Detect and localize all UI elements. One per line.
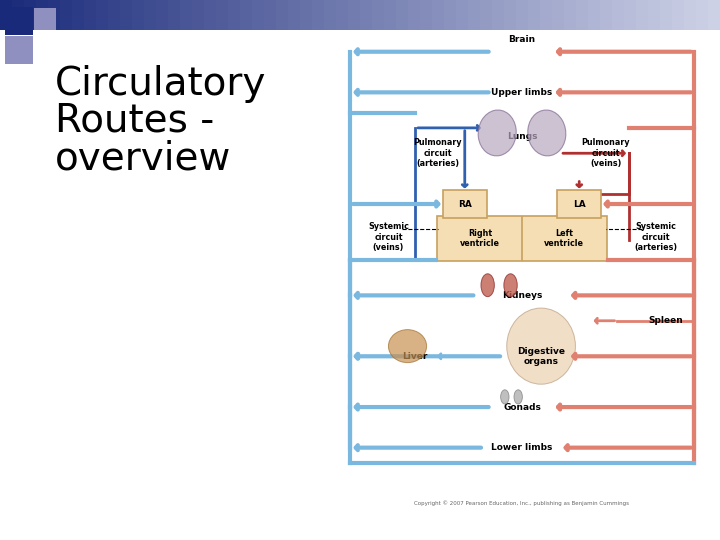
Bar <box>324 0 337 30</box>
Bar <box>264 0 277 30</box>
Text: Lower limbs: Lower limbs <box>491 443 553 452</box>
Bar <box>96 0 109 30</box>
FancyBboxPatch shape <box>557 190 601 218</box>
Bar <box>108 0 121 30</box>
Text: Spleen: Spleen <box>648 316 683 325</box>
Text: Systemic
circuit
(veins): Systemic circuit (veins) <box>368 222 409 252</box>
Bar <box>360 0 373 30</box>
FancyBboxPatch shape <box>437 215 607 261</box>
Text: Lungs: Lungs <box>507 132 537 140</box>
Ellipse shape <box>481 274 495 296</box>
Bar <box>612 0 625 30</box>
Bar <box>696 0 709 30</box>
Bar <box>132 0 145 30</box>
Ellipse shape <box>389 329 426 363</box>
Bar <box>684 0 697 30</box>
Bar <box>552 0 565 30</box>
Bar <box>528 0 541 30</box>
Text: Digestive
organs: Digestive organs <box>517 347 565 366</box>
Bar <box>5 36 33 64</box>
Text: Systemic
circuit
(arteries): Systemic circuit (arteries) <box>634 222 677 252</box>
Bar <box>288 0 301 30</box>
Bar <box>564 0 577 30</box>
Bar <box>444 0 457 30</box>
Text: Liver: Liver <box>402 352 428 361</box>
Text: Circulatory: Circulatory <box>55 65 266 103</box>
Bar <box>396 0 409 30</box>
Bar <box>34 8 56 30</box>
Ellipse shape <box>507 308 575 384</box>
Bar <box>300 0 313 30</box>
Bar <box>348 0 361 30</box>
Text: LA: LA <box>573 199 585 208</box>
Bar <box>600 0 613 30</box>
Ellipse shape <box>504 274 517 296</box>
Text: Brain: Brain <box>508 35 536 44</box>
Text: Right
ventricle: Right ventricle <box>460 228 500 248</box>
Bar <box>156 0 169 30</box>
Bar <box>180 0 193 30</box>
Bar <box>144 0 157 30</box>
Bar <box>660 0 673 30</box>
Text: Routes -: Routes - <box>55 102 215 140</box>
Ellipse shape <box>500 390 509 404</box>
Bar <box>216 0 229 30</box>
Bar <box>120 0 133 30</box>
Bar <box>36 0 49 30</box>
Bar <box>708 0 720 30</box>
Bar <box>672 0 685 30</box>
Text: Left
ventricle: Left ventricle <box>544 228 584 248</box>
Text: Pulmonary
circuit
(arteries): Pulmonary circuit (arteries) <box>414 138 462 168</box>
Bar <box>624 0 637 30</box>
Text: RA: RA <box>458 199 472 208</box>
Bar <box>468 0 481 30</box>
Bar <box>240 0 253 30</box>
Ellipse shape <box>528 110 566 156</box>
Bar <box>576 0 589 30</box>
Text: Kidneys: Kidneys <box>502 291 542 300</box>
Bar <box>48 0 61 30</box>
Bar <box>588 0 601 30</box>
Bar <box>504 0 517 30</box>
Bar <box>408 0 421 30</box>
Bar <box>540 0 553 30</box>
Bar <box>252 0 265 30</box>
Text: Gonads: Gonads <box>503 402 541 411</box>
Bar <box>384 0 397 30</box>
Bar <box>420 0 433 30</box>
Bar <box>12 0 25 30</box>
Bar <box>372 0 385 30</box>
Bar <box>648 0 661 30</box>
Bar <box>636 0 649 30</box>
FancyBboxPatch shape <box>443 190 487 218</box>
Bar <box>84 0 97 30</box>
Text: Pulmonary
circuit
(veins): Pulmonary circuit (veins) <box>582 138 630 168</box>
Bar <box>336 0 349 30</box>
Bar <box>516 0 529 30</box>
Text: Upper limbs: Upper limbs <box>491 88 553 97</box>
Bar <box>60 0 73 30</box>
Ellipse shape <box>514 390 523 404</box>
Bar <box>312 0 325 30</box>
Bar <box>228 0 241 30</box>
Bar <box>72 0 85 30</box>
Bar <box>432 0 445 30</box>
Ellipse shape <box>478 110 516 156</box>
Bar <box>168 0 181 30</box>
Text: Copyright © 2007 Pearson Education, Inc., publishing as Benjamin Cummings: Copyright © 2007 Pearson Education, Inc.… <box>415 501 629 507</box>
Bar <box>5 7 33 35</box>
Bar <box>492 0 505 30</box>
Bar <box>192 0 205 30</box>
Bar <box>456 0 469 30</box>
Bar <box>204 0 217 30</box>
Bar <box>0 0 13 30</box>
Bar <box>24 0 37 30</box>
Bar <box>276 0 289 30</box>
Text: overview: overview <box>55 139 231 177</box>
Bar <box>480 0 493 30</box>
